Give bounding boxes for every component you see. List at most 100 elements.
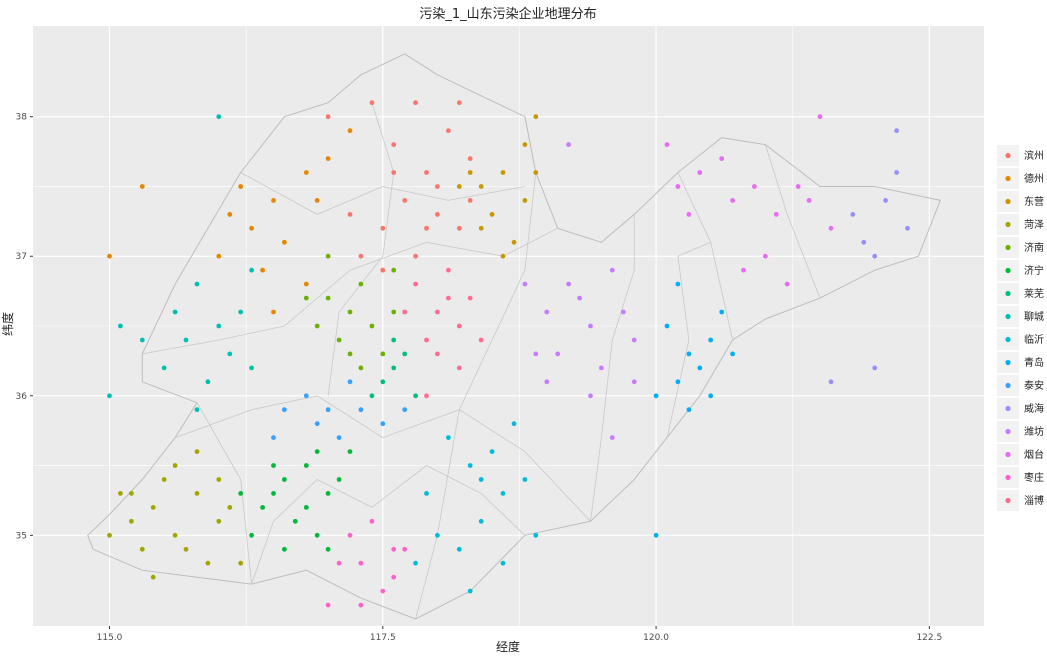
- point-济宁: [336, 477, 342, 482]
- point-潍坊: [577, 295, 582, 301]
- point-德州: [303, 281, 309, 287]
- point-菏泽: [161, 477, 167, 482]
- point-枣庄: [336, 560, 342, 566]
- point-济宁: [260, 505, 265, 510]
- legend-label: 潍坊: [1024, 425, 1044, 438]
- point-济南: [325, 295, 331, 301]
- point-青岛: [653, 393, 659, 399]
- point-烟台: [730, 198, 735, 203]
- data-points: [107, 100, 910, 608]
- legend-label: 滨州: [1024, 149, 1044, 162]
- point-菏泽: [227, 505, 233, 510]
- legend-marker: [1005, 313, 1011, 320]
- point-烟台: [817, 114, 823, 120]
- legend-label: 临沂: [1024, 333, 1044, 346]
- point-济南: [347, 351, 353, 357]
- point-聊城: [205, 379, 211, 385]
- point-济南: [380, 351, 386, 357]
- point-菏泽: [150, 505, 156, 510]
- point-聊城: [161, 365, 167, 371]
- point-济南: [358, 365, 364, 371]
- point-临沂: [500, 560, 506, 566]
- point-聊城: [172, 309, 178, 315]
- legend-label: 菏泽: [1024, 219, 1044, 231]
- legend-marker: [1005, 382, 1011, 389]
- y-tick-label: 38: [16, 113, 28, 123]
- point-德州: [271, 309, 276, 315]
- legend-label: 泰安: [1024, 379, 1044, 392]
- point-枣庄: [402, 546, 408, 552]
- point-淄博: [467, 295, 473, 301]
- y-tick-label: 37: [16, 252, 27, 262]
- legend-label: 枣庄: [1024, 471, 1044, 484]
- point-德州: [282, 239, 287, 245]
- point-烟台: [752, 184, 757, 189]
- point-青岛: [675, 281, 681, 287]
- point-泰安: [271, 435, 276, 440]
- point-东营: [500, 253, 506, 259]
- legend-label: 聊城: [1024, 310, 1044, 323]
- point-淄博: [446, 295, 451, 301]
- point-菏泽: [129, 518, 134, 524]
- district-boundary: [327, 102, 395, 396]
- y-axis-ticks: 35 36 37 38: [16, 113, 33, 541]
- point-淄博: [478, 337, 484, 343]
- point-青岛: [730, 351, 735, 357]
- point-威海: [883, 198, 888, 203]
- point-滨州: [446, 128, 451, 134]
- point-淄博: [413, 281, 418, 287]
- district-boundary: [196, 402, 252, 585]
- point-东营: [533, 170, 539, 175]
- point-滨州: [347, 212, 353, 217]
- province-outline-map: [87, 53, 941, 620]
- point-东营: [500, 170, 506, 175]
- point-淄博: [446, 267, 451, 273]
- point-德州: [303, 170, 309, 175]
- point-滨州: [413, 253, 418, 259]
- point-滨州: [413, 100, 418, 106]
- district-boundary: [251, 465, 526, 585]
- point-淄博: [456, 365, 462, 371]
- point-滨州: [391, 170, 397, 175]
- point-济宁: [292, 518, 298, 524]
- point-菏泽: [183, 546, 189, 552]
- y-tick-label: 36: [16, 392, 28, 402]
- point-潍坊: [631, 379, 637, 385]
- point-潍坊: [631, 337, 637, 343]
- point-东营: [533, 114, 539, 120]
- point-滨州: [435, 184, 440, 189]
- point-潍坊: [555, 351, 561, 357]
- point-枣庄: [391, 546, 397, 552]
- legend-marker: [1005, 175, 1011, 182]
- point-济南: [325, 253, 331, 259]
- point-泰安: [402, 407, 408, 413]
- point-济宁: [271, 491, 276, 496]
- legend-marker: [1005, 451, 1011, 458]
- point-青岛: [653, 532, 659, 538]
- point-泰安: [314, 421, 320, 427]
- x-tick-label: 117.5: [370, 633, 396, 643]
- point-潍坊: [599, 365, 604, 371]
- point-菏泽: [139, 546, 145, 552]
- point-济宁: [314, 449, 320, 454]
- point-临沂: [533, 532, 539, 538]
- point-淄博: [424, 393, 429, 399]
- point-青岛: [686, 407, 692, 413]
- point-莱芜: [380, 379, 386, 385]
- legend-label: 威海: [1024, 402, 1044, 415]
- point-枣庄: [358, 560, 364, 566]
- point-临沂: [489, 449, 495, 454]
- point-青岛: [686, 351, 692, 357]
- point-济宁: [303, 463, 309, 468]
- point-滨州: [456, 225, 462, 231]
- point-聊城: [227, 351, 233, 357]
- point-临沂: [467, 463, 473, 468]
- point-菏泽: [172, 463, 178, 468]
- point-聊城: [118, 323, 123, 329]
- point-临沂: [500, 491, 506, 496]
- point-青岛: [708, 337, 714, 343]
- point-莱芜: [391, 337, 397, 343]
- point-济南: [369, 323, 375, 329]
- district-boundary: [666, 241, 711, 438]
- point-聊城: [238, 309, 244, 315]
